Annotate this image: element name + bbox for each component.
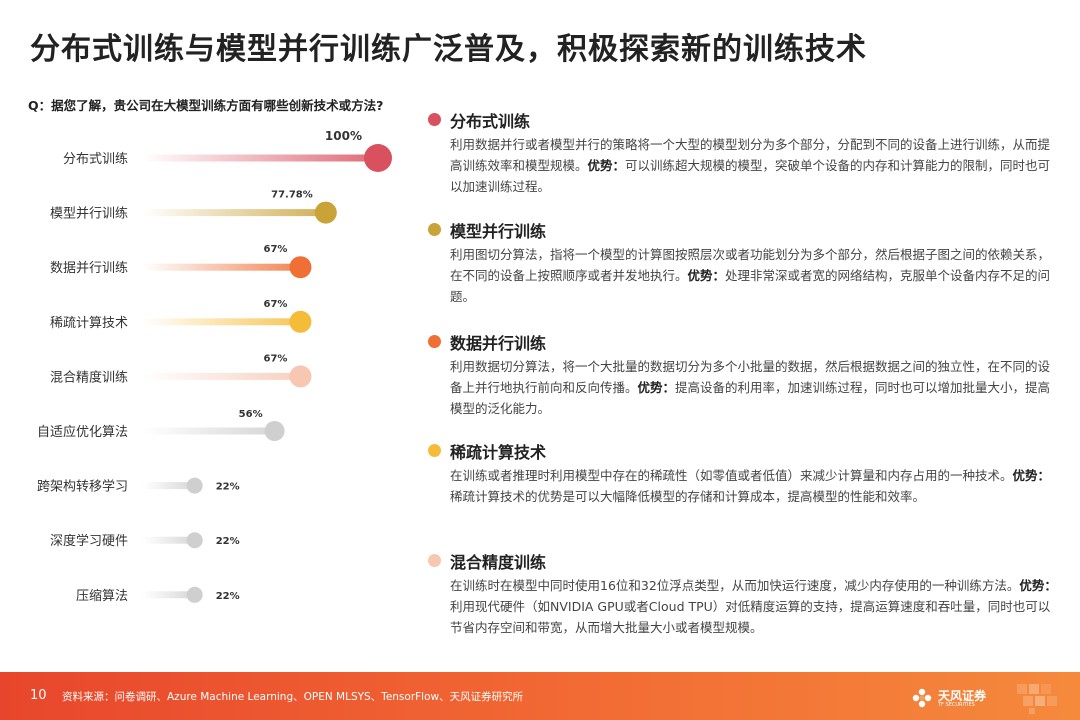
- category-label: 压缩算法: [76, 588, 128, 604]
- advantage-label: 优势：: [637, 380, 676, 395]
- bullet-dot-icon: [428, 335, 441, 348]
- technique-title: 混合精度训练: [450, 553, 547, 572]
- page-title: 分布式训练与模型并行训练广泛普及，积极探索新的训练技术: [30, 32, 867, 67]
- bullet-dot-icon: [428, 554, 441, 567]
- bar-end-dot: [289, 310, 312, 333]
- technique-item: 混合精度训练在训练时在模型中同时使用16位和32位浮点类型，从而加快运行速度，减…: [428, 549, 1058, 638]
- source-note: 资料来源：问卷调研、Azure Machine Learning、OPEN ML…: [62, 691, 524, 703]
- category-label: 跨架构转移学习: [37, 479, 128, 495]
- bar: [143, 318, 301, 326]
- technique-title: 数据并行训练: [450, 334, 547, 353]
- technique-title: 模型并行训练: [450, 222, 547, 241]
- technique-description: 利用图切分算法，指将一个模型的计算图按照层次或者功能划分为多个部分，然后根据子图…: [450, 247, 1051, 304]
- technique-description: 利用数据切分算法，将一个大批量的数据切分为多个小批量的数据，然后根据数据之间的独…: [450, 359, 1051, 416]
- category-label: 数据并行训练: [50, 261, 128, 276]
- technique-item: 模型并行训练利用图切分算法，指将一个模型的计算图按照层次或者功能划分为多个部分，…: [428, 218, 1058, 307]
- footer-bar: 10 资料来源：问卷调研、Azure Machine Learning、OPEN…: [0, 672, 1080, 720]
- survey-question: Q：据您了解，贵公司在大模型训练方面有哪些创新技术或方法?: [28, 98, 384, 113]
- bar-end-dot: [186, 477, 203, 494]
- advantage-label: 优势：: [1012, 468, 1051, 483]
- bar: [143, 427, 275, 435]
- category-label: 混合精度训练: [50, 369, 128, 385]
- bar: [143, 536, 195, 544]
- category-label: 分布式训练: [63, 152, 128, 167]
- bullet-dot-icon: [428, 444, 441, 457]
- bar-end-dot: [364, 144, 392, 172]
- bar-chart: 分布式训练 100% 模型并行训练 77.78% 数据并行训练 67% 稀疏计算技术 67% 混…: [37, 129, 392, 604]
- value-label: 22%: [216, 482, 240, 493]
- advantage-label: 优势：: [1019, 578, 1057, 593]
- chart-bars: 分布式训练 100% 模型并行训练 77.78% 数据并行训练 67% 稀疏计算技术 67% 混…: [37, 129, 392, 604]
- bar: [143, 591, 195, 599]
- advantage-label: 优势：: [687, 268, 726, 283]
- value-label: 22%: [216, 536, 240, 547]
- category-label: 深度学习硬件: [50, 533, 128, 549]
- value-label: 77.78%: [271, 190, 313, 201]
- advantage-label: 优势：: [587, 158, 626, 173]
- logo-subtitle: TF SECURITIES: [938, 702, 975, 708]
- technique-description: 利用数据并行或者模型并行的策略将一个大型的模型划分为多个部分，分配到不同的设备上…: [450, 137, 1051, 194]
- bar-end-dot: [186, 586, 203, 603]
- technique-item: 数据并行训练利用数据切分算法，将一个大批量的数据切分为多个小批量的数据，然后根据…: [428, 330, 1058, 419]
- value-label: 67%: [264, 244, 288, 255]
- flower-icon: [912, 688, 932, 708]
- bullet-dot-icon: [428, 223, 441, 236]
- logo-name: 天风证券: [938, 689, 987, 703]
- bar-end-dot: [289, 256, 312, 279]
- technique-item: 分布式训练利用数据并行或者模型并行的策略将一个大型的模型划分为多个部分，分配到不…: [428, 108, 1058, 197]
- value-label: 67%: [264, 353, 288, 364]
- bar: [143, 263, 301, 271]
- value-label: 100%: [325, 129, 362, 143]
- technique-description: 在训练或者推理时利用模型中存在的稀疏性（如零值或者低值）来减少计算量和内存占用的…: [450, 468, 1051, 504]
- bullet-dot-icon: [428, 113, 441, 126]
- category-label: 稀疏计算技术: [50, 316, 128, 331]
- bar: [143, 154, 378, 162]
- page-number: 10: [30, 688, 47, 703]
- category-label: 模型并行训练: [50, 207, 128, 222]
- technique-title: 稀疏计算技术: [450, 443, 547, 462]
- value-label: 56%: [239, 409, 263, 420]
- bar-end-dot: [186, 532, 203, 549]
- technique-description: 在训练时在模型中同时使用16位和32位浮点类型，从而加快运行速度，减少内存使用的…: [450, 578, 1057, 635]
- bar: [143, 482, 195, 490]
- technique-title: 分布式训练: [450, 112, 531, 131]
- bar-end-dot: [289, 365, 312, 388]
- bar: [143, 372, 301, 380]
- value-label: 22%: [216, 591, 240, 602]
- decorative-squares: [1017, 684, 1057, 714]
- bar-end-dot: [314, 201, 337, 224]
- technique-item: 稀疏计算技术在训练或者推理时利用模型中存在的稀疏性（如零值或者低值）来减少计算量…: [428, 439, 1058, 507]
- bar: [143, 209, 326, 217]
- brand-logo: 天风证券 TF SECURITIES: [910, 682, 1060, 714]
- category-label: 自适应优化算法: [37, 424, 128, 440]
- value-label: 67%: [264, 299, 288, 310]
- bar-end-dot: [264, 421, 285, 441]
